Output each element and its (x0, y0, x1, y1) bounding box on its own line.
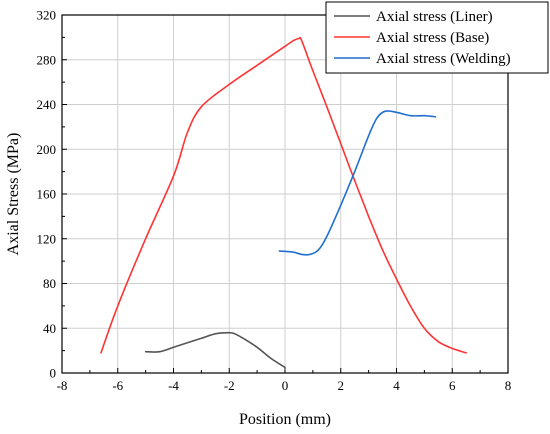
x-axis-title: Position (mm) (239, 411, 331, 428)
y-tick-label: 160 (37, 187, 57, 202)
y-tick-label: 280 (37, 52, 57, 67)
legend: Axial stress (Liner) Axial stress (Base) A… (325, 1, 549, 74)
x-tick-label: -6 (112, 378, 123, 393)
series-group (100, 36, 467, 369)
y-tick-label: 120 (37, 231, 57, 246)
x-tick-label: -2 (224, 378, 235, 393)
series-line-3 (278, 110, 437, 256)
x-tick-label: 0 (282, 378, 289, 393)
y-tick-label: 320 (37, 8, 57, 23)
legend-label: Axial stress (Liner) (376, 9, 493, 25)
series-line-1 (144, 331, 286, 369)
legend-label: Axial stress (Welding) (376, 51, 511, 67)
x-tick-label: 2 (338, 378, 345, 393)
x-tick-label: -4 (168, 378, 179, 393)
y-tick-label: 40 (43, 321, 56, 336)
x-tick-label: 6 (449, 378, 456, 393)
y-tick-label: 80 (43, 276, 56, 291)
y-tick-label: 200 (37, 142, 57, 157)
legend-label: Axial stress (Base) (376, 30, 489, 46)
y-tick-label: 240 (37, 97, 57, 112)
series-line-2 (100, 36, 467, 354)
y-axis-title: Axial Stress (MPa) (5, 133, 22, 256)
y-tick-label: 0 (50, 366, 57, 381)
x-tick-label: 8 (505, 378, 512, 393)
x-tick-label: 4 (393, 378, 400, 393)
x-tick-label: -8 (57, 378, 68, 393)
